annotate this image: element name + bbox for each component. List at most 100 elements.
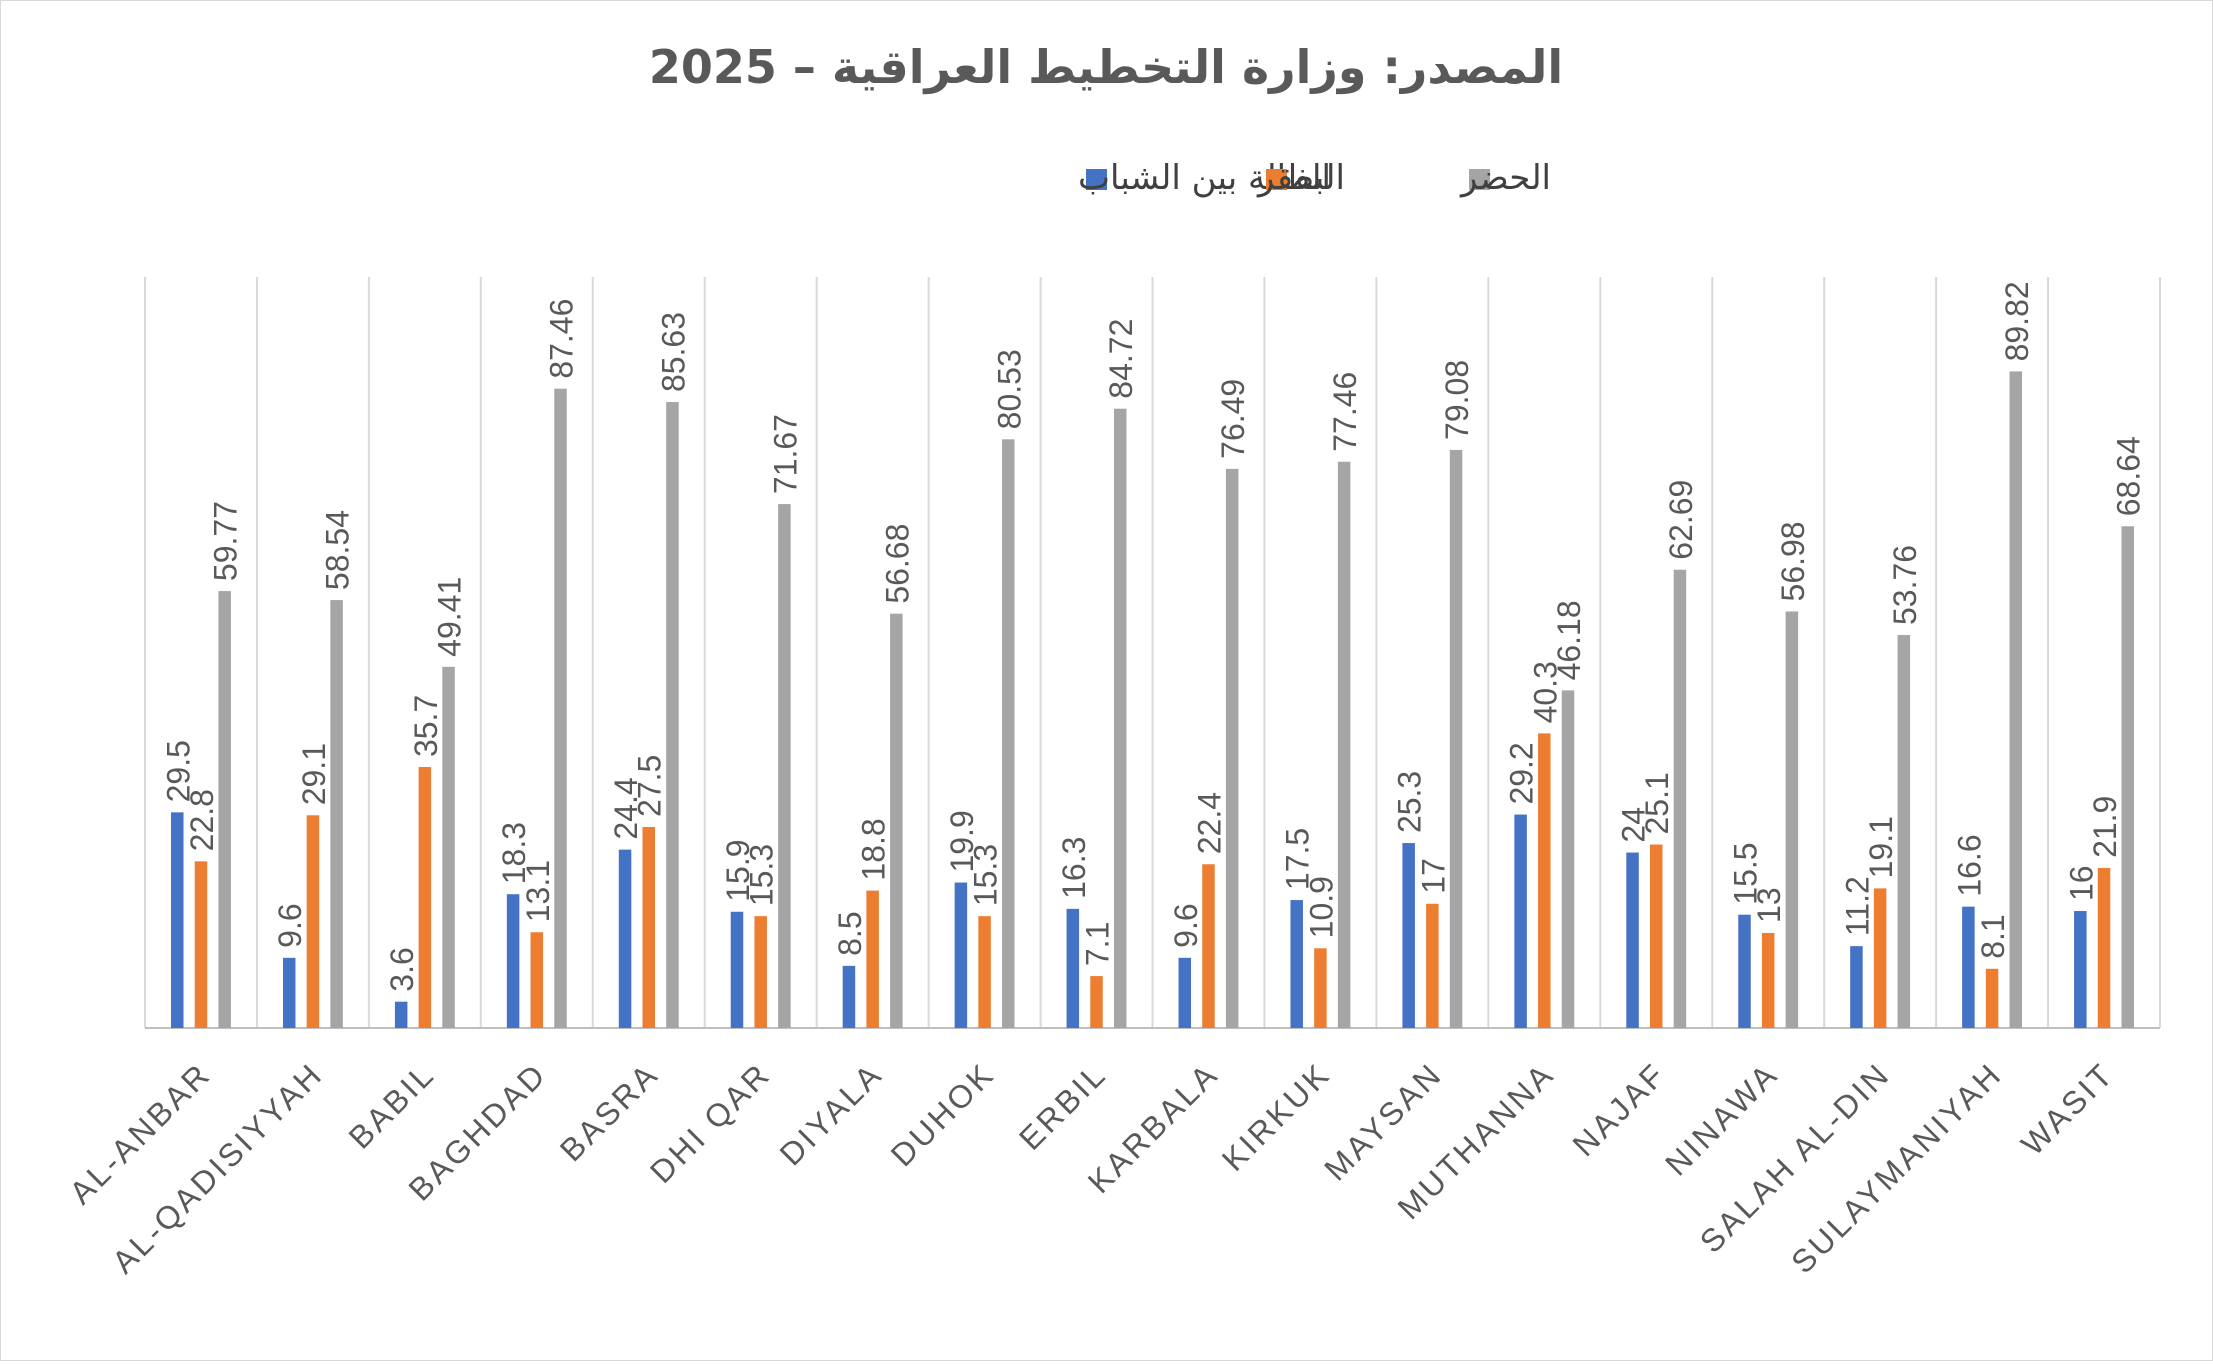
- data-label: 21.9: [2087, 796, 2123, 858]
- data-label: 19.9: [944, 810, 980, 872]
- category-label: DIYALA: [773, 1055, 890, 1172]
- data-label: 29.5: [160, 740, 196, 802]
- data-label: 3.6: [384, 947, 420, 991]
- data-labels: 29.522.8 59.77 9.6 29.1 58.54 3.6 35.7 49.41 18.…: [160, 281, 2146, 991]
- data-label: 11.2: [1839, 876, 1875, 936]
- data-label: 24: [1616, 807, 1652, 843]
- bar: [1785, 611, 1799, 1028]
- category-label: ERBIL: [1012, 1055, 1113, 1156]
- data-label: 13: [1751, 887, 1787, 923]
- legend-item: الحضر: [1459, 158, 1551, 198]
- bar: [1897, 635, 1911, 1028]
- bar: [1761, 932, 1775, 1028]
- bar: [1650, 844, 1663, 1028]
- bar: [1626, 852, 1639, 1028]
- bar: [1514, 814, 1527, 1028]
- bar: [1066, 908, 1080, 1028]
- bar: [530, 932, 544, 1028]
- bar: [1738, 914, 1751, 1028]
- bar: [394, 1001, 408, 1028]
- data-label: 49.41: [432, 577, 468, 657]
- data-label: 40.3: [1527, 661, 1563, 723]
- data-label: 16.3: [1056, 837, 1092, 899]
- data-label: 16.6: [1951, 834, 1987, 896]
- data-label: 15.9: [720, 839, 756, 901]
- bar: [1225, 468, 1239, 1028]
- data-label: 8.1: [1975, 914, 2011, 958]
- bar: [1202, 864, 1215, 1028]
- bar: [1090, 976, 1103, 1028]
- data-label: 79.08: [1439, 360, 1475, 440]
- bar: [666, 402, 679, 1029]
- data-label: 84.72: [1103, 319, 1139, 399]
- data-label: 25.3: [1392, 771, 1428, 833]
- bar: [506, 894, 520, 1028]
- data-label: 15.3: [744, 844, 780, 906]
- category-label: DUHOK: [884, 1055, 1002, 1173]
- data-label: 15.5: [1727, 842, 1763, 904]
- data-label: 59.77: [208, 501, 244, 581]
- data-label: 8.5: [832, 911, 868, 955]
- data-label: 89.82: [1999, 281, 2035, 361]
- data-label: 29.2: [1504, 742, 1540, 804]
- bar: [978, 916, 991, 1028]
- category-label: DHI QAR: [643, 1055, 778, 1190]
- bar: [171, 812, 184, 1028]
- data-label: 9.6: [272, 903, 308, 947]
- data-label: 56.98: [1775, 521, 1811, 601]
- bars: [171, 371, 2134, 1029]
- bar: [1673, 569, 1687, 1028]
- data-label: 46.18: [1551, 600, 1587, 680]
- data-label: 27.5: [632, 755, 668, 817]
- bar: [1337, 461, 1351, 1028]
- data-label: 19.1: [1863, 816, 1899, 878]
- category-label: AL-QADISIYYAH: [105, 1055, 330, 1280]
- data-label: 87.46: [544, 299, 580, 379]
- data-label: 56.68: [879, 524, 915, 604]
- bar: [1538, 733, 1551, 1028]
- legend-label: الفقر: [1256, 158, 1331, 198]
- bar: [618, 849, 632, 1028]
- data-label: 22.4: [1191, 792, 1227, 854]
- data-label: 29.1: [296, 743, 332, 805]
- bar: [1314, 948, 1327, 1028]
- data-label: 15.3: [968, 844, 1004, 906]
- bar: [1850, 946, 1863, 1028]
- data-label: 58.54: [320, 510, 356, 590]
- data-label: 18.8: [856, 818, 892, 880]
- data-label: 22.8: [184, 789, 220, 851]
- bar: [954, 882, 968, 1028]
- bar: [1873, 888, 1887, 1028]
- legend-item: البطالة بين الشباب: [1078, 158, 1345, 198]
- bar: [730, 911, 744, 1028]
- data-label: 25.1: [1639, 772, 1675, 834]
- legend-swatch: [1266, 169, 1287, 190]
- bar: [1962, 906, 1975, 1028]
- data-label: 17: [1415, 858, 1451, 894]
- bar: [554, 388, 567, 1029]
- legend-swatch: [1469, 169, 1490, 190]
- bar: [1113, 408, 1127, 1029]
- bar: [1985, 968, 1999, 1028]
- legend-swatch: [1086, 169, 1107, 190]
- category-label: SALAH AL-DIN: [1693, 1055, 1897, 1259]
- data-label: 68.64: [2111, 436, 2147, 516]
- bar: [194, 861, 208, 1028]
- data-label: 53.76: [1887, 545, 1923, 625]
- data-label: 10.9: [1303, 876, 1339, 938]
- category-label: WASIT: [2014, 1055, 2121, 1162]
- category-label: BASRA: [553, 1055, 666, 1168]
- data-label: 16: [2063, 865, 2099, 901]
- bar: [282, 957, 296, 1028]
- data-label: 13.1: [520, 860, 556, 922]
- legend-item: الفقر: [1256, 158, 1331, 198]
- data-label: 7.1: [1080, 922, 1116, 966]
- category-label: BABIL: [342, 1055, 442, 1155]
- bar: [1426, 903, 1439, 1028]
- data-label: 85.63: [655, 312, 691, 392]
- data-label: 80.53: [991, 349, 1027, 429]
- data-label: 35.7: [408, 695, 444, 757]
